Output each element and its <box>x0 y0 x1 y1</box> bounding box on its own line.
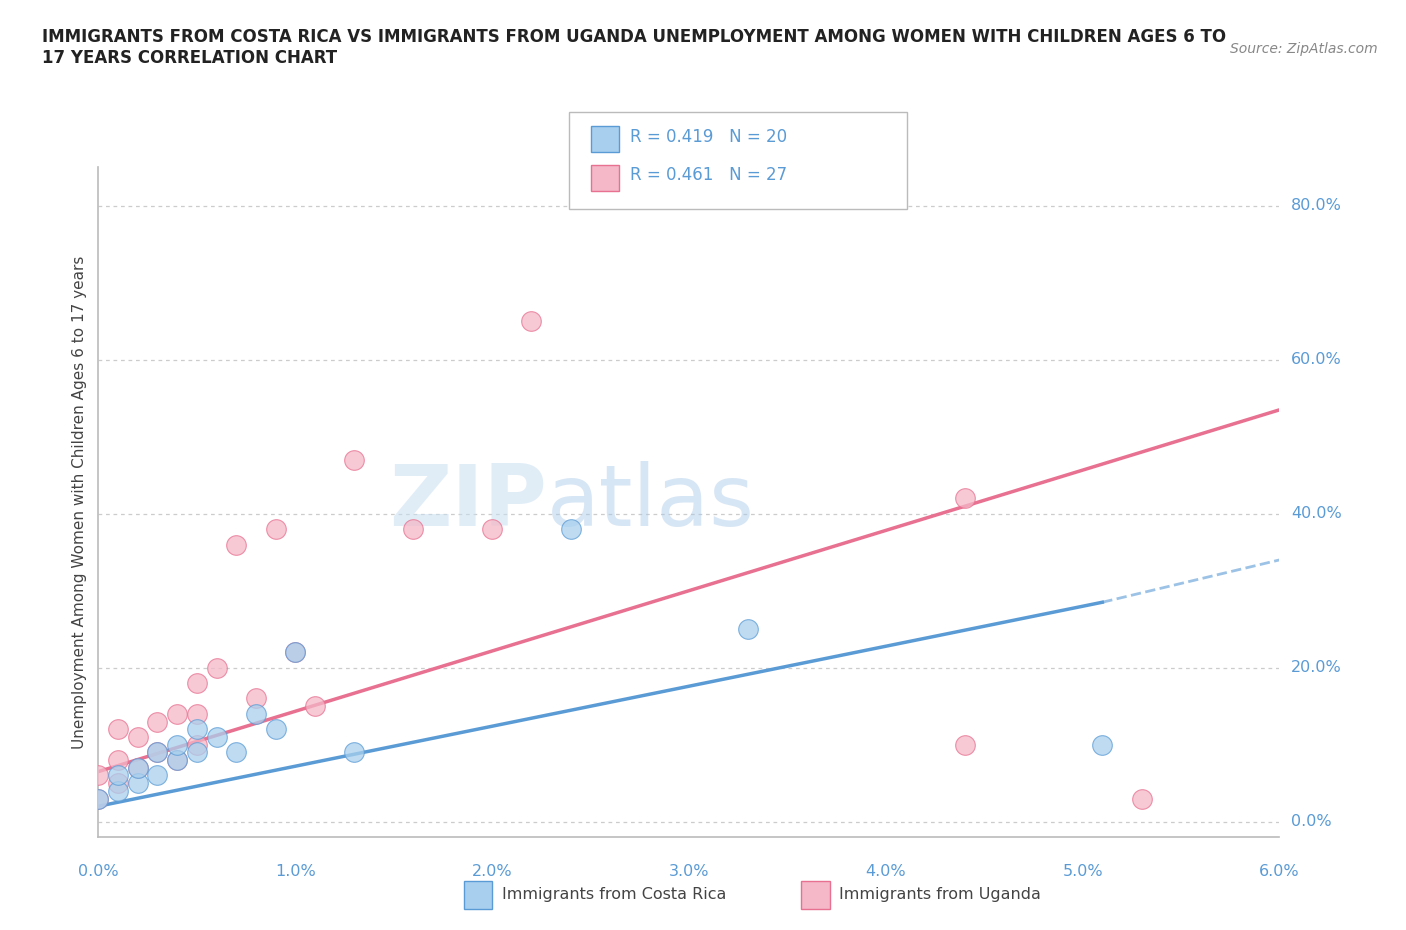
Point <box>87 768 110 783</box>
Point <box>87 791 110 806</box>
Point <box>166 752 188 767</box>
Text: ZIP: ZIP <box>389 460 547 544</box>
Point <box>225 538 247 552</box>
Point <box>186 675 208 690</box>
Text: 60.0%: 60.0% <box>1291 352 1341 367</box>
Text: Source: ZipAtlas.com: Source: ZipAtlas.com <box>1230 42 1378 56</box>
Point <box>186 722 208 737</box>
Text: 3.0%: 3.0% <box>669 864 709 879</box>
Point <box>127 776 149 790</box>
Point <box>560 522 582 537</box>
Point <box>127 729 149 744</box>
Point <box>87 791 110 806</box>
Point <box>205 660 228 675</box>
Point <box>225 745 247 760</box>
Point <box>284 644 307 659</box>
Point <box>107 722 129 737</box>
Text: IMMIGRANTS FROM COSTA RICA VS IMMIGRANTS FROM UGANDA UNEMPLOYMENT AMONG WOMEN WI: IMMIGRANTS FROM COSTA RICA VS IMMIGRANTS… <box>42 28 1226 67</box>
Y-axis label: Unemployment Among Women with Children Ages 6 to 17 years: Unemployment Among Women with Children A… <box>72 256 87 749</box>
Point <box>107 768 129 783</box>
Point <box>953 737 976 752</box>
Text: 1.0%: 1.0% <box>276 864 315 879</box>
Point <box>107 776 129 790</box>
Point <box>205 729 228 744</box>
Point <box>343 452 366 467</box>
Point <box>264 522 287 537</box>
Point <box>146 768 169 783</box>
Point <box>146 745 169 760</box>
Point <box>264 722 287 737</box>
Point <box>245 707 267 722</box>
Point <box>953 491 976 506</box>
Point <box>1091 737 1114 752</box>
Point <box>107 752 129 767</box>
Point <box>186 707 208 722</box>
Text: 20.0%: 20.0% <box>1291 660 1341 675</box>
Text: 2.0%: 2.0% <box>472 864 512 879</box>
Point <box>146 745 169 760</box>
Point <box>343 745 366 760</box>
Text: 4.0%: 4.0% <box>866 864 905 879</box>
Point <box>481 522 503 537</box>
Text: 80.0%: 80.0% <box>1291 198 1343 213</box>
Text: 0.0%: 0.0% <box>79 864 118 879</box>
Point <box>166 752 188 767</box>
Point <box>186 737 208 752</box>
Text: 6.0%: 6.0% <box>1260 864 1299 879</box>
Point <box>284 644 307 659</box>
Text: Immigrants from Uganda: Immigrants from Uganda <box>839 887 1042 902</box>
Point <box>402 522 425 537</box>
Text: 5.0%: 5.0% <box>1063 864 1102 879</box>
Point <box>107 783 129 798</box>
Point <box>166 737 188 752</box>
Text: R = 0.461   N = 27: R = 0.461 N = 27 <box>630 166 787 184</box>
Point <box>1130 791 1153 806</box>
Point <box>245 691 267 706</box>
Point <box>166 707 188 722</box>
Point <box>186 745 208 760</box>
Text: 0.0%: 0.0% <box>1291 814 1331 830</box>
Text: 40.0%: 40.0% <box>1291 506 1341 521</box>
Point <box>520 314 543 329</box>
Point <box>146 714 169 729</box>
Point <box>737 622 759 637</box>
Text: R = 0.419   N = 20: R = 0.419 N = 20 <box>630 127 787 146</box>
Text: Immigrants from Costa Rica: Immigrants from Costa Rica <box>502 887 727 902</box>
Point <box>127 761 149 776</box>
Point <box>127 761 149 776</box>
Text: atlas: atlas <box>547 460 755 544</box>
Point <box>304 698 326 713</box>
